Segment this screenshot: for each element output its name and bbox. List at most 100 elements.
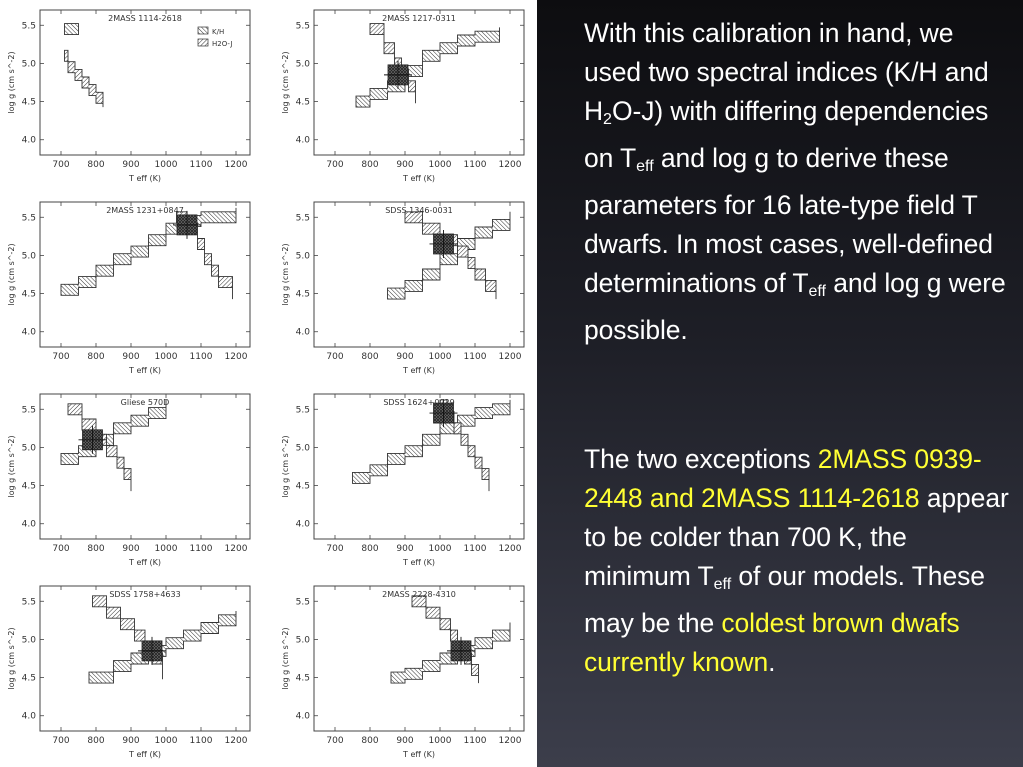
x-tick-label: 700 [326, 544, 343, 554]
x-axis-label: T eff (K) [402, 366, 435, 375]
y-tick-label: 5.0 [296, 443, 311, 453]
x-tick-label: 800 [361, 352, 378, 362]
y-tick-label: 5.5 [296, 597, 310, 607]
x-tick-label: 900 [122, 544, 139, 554]
band-kh [387, 211, 511, 300]
para2-text-b: appear to be colder than 700 K, the mini… [584, 483, 1009, 591]
panel-title: SDSS 1346-0031 [385, 206, 453, 215]
x-tick-label: 900 [396, 160, 413, 170]
x-axis-label: T eff (K) [402, 174, 435, 183]
x-tick-label: 1000 [429, 352, 452, 362]
plot-frame [313, 201, 525, 348]
para2-text-d: . [768, 647, 776, 677]
x-tick-label: 1100 [464, 736, 487, 746]
x-tick-label: 1100 [190, 352, 213, 362]
chart-panel-5: 700 800 900 1000 1100 1200 4.0 4.5 5.0 5.5 T eff (… [7, 393, 251, 567]
y-tick-label: 4.0 [22, 328, 37, 338]
subscript-eff-1: eff [636, 158, 654, 175]
band-h2oj [411, 595, 479, 684]
chart-panel-1: 700 800 900 1000 1100 1200 4.0 4.5 5.0 5.5 T eff (… [7, 9, 251, 183]
y-tick-label: 5.0 [22, 251, 37, 261]
x-tick-label: 700 [326, 352, 343, 362]
band-kh [352, 399, 511, 484]
x-tick-label: 800 [361, 544, 378, 554]
x-tick-label: 700 [52, 160, 69, 170]
x-tick-label: 900 [122, 160, 139, 170]
y-axis-label: log g (cm s^-2) [7, 243, 16, 305]
x-tick-label: 1000 [429, 160, 452, 170]
y-tick-label: 4.5 [296, 482, 310, 492]
band-kh [64, 23, 79, 36]
x-axis-label: T eff (K) [128, 366, 161, 375]
chart-panel-6: 700 800 900 1000 1100 1200 4.0 4.5 5.0 5.5 T eff (… [281, 393, 525, 567]
y-tick-label: 4.0 [22, 520, 37, 530]
x-tick-label: 1100 [464, 544, 487, 554]
chart-panel-7: 700 800 900 1000 1100 1200 4.0 4.5 5.0 5.5 T eff (… [7, 585, 251, 759]
panel-title: SDSS 1758+4633 [109, 590, 180, 599]
y-tick-label: 5.5 [296, 21, 310, 31]
x-tick-label: 800 [87, 544, 104, 554]
x-tick-label: 900 [396, 736, 413, 746]
legend-swatch-h2oj [197, 38, 209, 47]
para1-text-d: and log g were possible. [584, 268, 1006, 345]
subscript-2: 2 [603, 111, 612, 128]
panel-title: 2MASS 2228-4310 [382, 590, 456, 599]
x-tick-label: 800 [361, 736, 378, 746]
plot-frame [313, 585, 525, 732]
y-tick-label: 5.5 [22, 405, 36, 415]
x-tick-label: 800 [361, 160, 378, 170]
chart-panel-8: 700 800 900 1000 1100 1200 4.0 4.5 5.0 5.5 T eff (… [281, 585, 525, 759]
x-tick-label: 1200 [225, 160, 248, 170]
x-tick-label: 900 [396, 544, 413, 554]
figure-panel: 700 800 900 1000 1100 1200 4.0 4.5 5.0 5.5 T eff (… [7, 9, 525, 759]
x-tick-label: 1100 [464, 352, 487, 362]
y-axis-label: log g (cm s^-2) [281, 627, 290, 689]
x-tick-label: 1200 [225, 544, 248, 554]
y-tick-label: 5.5 [296, 213, 310, 223]
y-tick-label: 5.0 [296, 635, 311, 645]
x-tick-label: 1100 [190, 544, 213, 554]
x-tick-label: 700 [52, 544, 69, 554]
para2-text-c: of our models. These may be the [584, 561, 985, 638]
x-tick-label: 700 [326, 736, 343, 746]
y-tick-label: 5.0 [22, 635, 37, 645]
y-axis-label: log g (cm s^-2) [281, 435, 290, 497]
x-tick-label: 1200 [499, 160, 522, 170]
y-axis-label: log g (cm s^-2) [7, 435, 16, 497]
paragraph-calibration: With this calibration in hand, we used t… [584, 14, 1009, 350]
y-tick-label: 5.0 [296, 251, 311, 261]
band-kh [60, 207, 237, 296]
y-tick-label: 4.0 [22, 136, 37, 146]
panel-title: 2MASS 1231+0847 [106, 206, 184, 215]
subscript-eff-3: eff [713, 576, 732, 593]
y-tick-label: 4.0 [296, 520, 311, 530]
para1-text-c: and log g to derive these parameters for… [584, 143, 993, 298]
legend-label-h2oj: H2O-J [212, 40, 232, 48]
x-tick-label: 1000 [155, 160, 178, 170]
figure-grid: 700 800 900 1000 1100 1200 4.0 4.5 5.0 5.5 T eff (… [7, 9, 525, 759]
y-tick-label: 4.5 [22, 290, 36, 300]
panel-title: Gliese 570D [121, 398, 170, 407]
band-h2oj [92, 595, 163, 680]
y-tick-label: 5.5 [296, 405, 310, 415]
paragraph-exceptions: The two exceptions 2MASS 0939-2448 and 2… [584, 440, 1009, 682]
x-tick-label: 900 [396, 352, 413, 362]
y-tick-label: 5.0 [296, 59, 311, 69]
x-tick-label: 1200 [225, 736, 248, 746]
y-tick-label: 4.0 [22, 712, 37, 722]
y-tick-label: 4.5 [22, 674, 36, 684]
x-tick-label: 1000 [155, 352, 178, 362]
para2-text-a: The two exceptions [584, 444, 818, 474]
para1-text-a: With this calibration in hand, we used t… [584, 18, 989, 126]
panel-title: SDSS 1624+0029 [383, 398, 454, 407]
highlight-exception-objects: 2MASS 0939-2448 and 2MASS 1114-2618 [584, 444, 982, 513]
x-axis-label: T eff (K) [402, 558, 435, 567]
x-tick-label: 1000 [429, 544, 452, 554]
y-axis-label: log g (cm s^-2) [7, 51, 16, 113]
y-tick-label: 5.0 [22, 59, 37, 69]
x-axis-label: T eff (K) [402, 750, 435, 759]
x-axis-label: T eff (K) [128, 750, 161, 759]
panel-title: 2MASS 1217-0311 [382, 14, 456, 23]
band-h2oj [369, 23, 416, 104]
x-tick-label: 1100 [464, 160, 487, 170]
